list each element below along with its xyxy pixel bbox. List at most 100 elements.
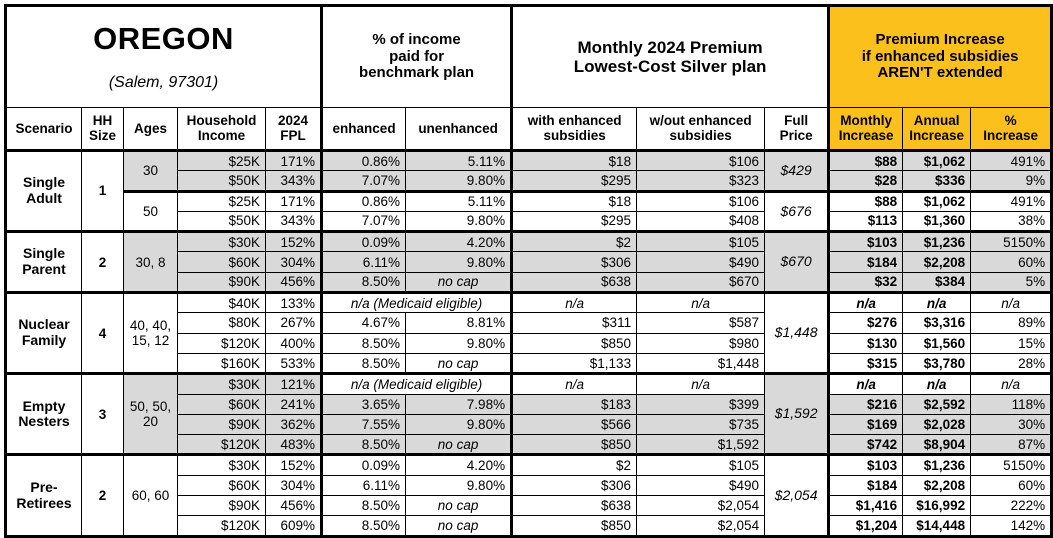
ages-cell: 30	[123, 148, 178, 192]
hh-size-cell: 3	[81, 372, 124, 456]
annual-increase-cell: $16,992	[902, 494, 972, 517]
table-row: $60K 304% 6.11% 9.80% $306 $490 $184 $2,208 60%	[6, 474, 1053, 497]
with-subsidies-cell: $850	[510, 434, 638, 456]
monthly-increase-cell: $130	[827, 332, 904, 354]
ages-cell: 50, 50, 20	[123, 372, 178, 456]
table-body: Single Adult 1 30 $25K 171% 0.86% 5.11% $18 $106…	[5, 148, 1053, 537]
section-header-row: OREGON (Salem, 97301) % of income paid f…	[4, 5, 1053, 108]
col-header-annual-increase: Annual Increase	[902, 106, 972, 152]
fpl-percent-cell: 343%	[264, 170, 323, 192]
pct-increase-cell: 9%	[970, 170, 1053, 192]
fpl-percent-cell: 171%	[264, 148, 323, 172]
table-row: $60K 241% 3.65% 7.98% $183 $399 $216 $2,592 118%	[6, 393, 1053, 415]
monthly-increase-cell: $1,204	[827, 515, 904, 537]
annual-increase-cell: $336	[902, 170, 972, 192]
unenhanced-pct-cell: 9.80%	[405, 474, 513, 497]
table-row: Pre- Retirees 2 60, 60 $30K 152% 0.09% 4.20% $2…	[5, 453, 1053, 537]
enhanced-pct-cell: 0.86%	[320, 148, 407, 172]
col-header-with-subsidies: with enhanced subsidies	[510, 106, 638, 152]
col-header-full-price: Full Price	[764, 106, 830, 152]
enhanced-pct-cell: 7.07%	[320, 210, 407, 233]
household-income-cell: $80K	[177, 312, 266, 334]
col-header-wout-subsidies: w/out enhanced subsidies	[636, 106, 766, 152]
unenhanced-pct-cell: 9.80%	[405, 251, 513, 273]
annual-increase-cell: $2,208	[902, 251, 972, 273]
annual-increase-cell: $1,062	[902, 189, 972, 212]
table-row: $90K 362% 7.55% 9.80% $566 $735 $169 $2,028 30%	[6, 413, 1053, 436]
monthly-increase-cell: $88	[827, 189, 904, 212]
table-row: $50K 343% 7.07% 9.80% $295 $323 $28 $336 9%	[6, 170, 1053, 192]
wout-subsidies-cell: $399	[636, 393, 766, 415]
with-subsidies-cell: $295	[510, 170, 638, 192]
enhanced-pct-cell: 4.67%	[320, 312, 407, 334]
enhanced-pct-cell: 8.50%	[320, 332, 407, 354]
fpl-percent-cell: 152%	[264, 230, 323, 253]
wout-subsidies-cell: n/a	[636, 372, 766, 395]
wout-subsidies-cell: $105	[636, 230, 766, 253]
table-row: $60K 304% 6.11% 9.80% $306 $490 $184 $2,208 60%	[6, 251, 1053, 273]
annual-increase-cell: $384	[902, 271, 972, 294]
medicaid-eligible-cell: n/a (Medicaid eligible)	[320, 291, 513, 314]
household-income-cell: $50K	[177, 170, 266, 192]
unenhanced-pct-cell: 5.11%	[405, 189, 513, 212]
fpl-percent-cell: 241%	[264, 393, 323, 415]
col-header-income: Household Income	[177, 106, 266, 152]
premium-comparison-table: OREGON (Salem, 97301) % of income paid f…	[4, 4, 1053, 538]
household-income-cell: $30K	[177, 230, 266, 253]
wout-subsidies-cell: $980	[636, 332, 766, 354]
unenhanced-pct-cell: no cap	[405, 271, 513, 294]
title-cell: OREGON (Salem, 97301)	[4, 5, 323, 108]
annual-increase-cell: $1,236	[902, 453, 972, 476]
with-subsidies-cell: $183	[510, 393, 638, 415]
table-row: $120K 483% 8.50% no cap $850 $1,592 $742 $8,904…	[6, 434, 1053, 456]
wout-subsidies-cell: $2,054	[636, 494, 766, 517]
table-row: Nuclear Family 4 40, 40, 15, 12 $40K 133% n/a…	[5, 291, 1053, 375]
fpl-percent-cell: 456%	[264, 271, 323, 294]
col-header-ages: Ages	[123, 106, 178, 152]
pct-increase-cell: n/a	[970, 372, 1053, 395]
unenhanced-pct-cell: no cap	[405, 515, 513, 537]
household-income-cell: $90K	[177, 494, 266, 517]
unenhanced-pct-cell: 4.20%	[405, 453, 513, 476]
enhanced-pct-cell: 6.11%	[320, 251, 407, 273]
fpl-percent-cell: 121%	[264, 372, 323, 395]
monthly-increase-cell: n/a	[827, 372, 904, 395]
fpl-percent-cell: 456%	[264, 494, 323, 517]
pct-increase-cell: 89%	[970, 312, 1053, 334]
enhanced-pct-cell: 7.07%	[320, 170, 407, 192]
col-header-fpl: 2024 FPL	[264, 106, 323, 152]
monthly-increase-cell: $315	[827, 352, 904, 375]
premium-section-header: Monthly 2024 Premium Lowest-Cost Silver …	[510, 5, 830, 108]
full-price-cell: $676	[764, 189, 830, 233]
annual-increase-cell: $1,560	[902, 332, 972, 354]
col-header-hh-size: HH Size	[81, 106, 124, 152]
with-subsidies-cell: $2	[510, 453, 638, 476]
with-subsidies-cell: $2	[510, 230, 638, 253]
fpl-percent-cell: 304%	[264, 474, 323, 497]
wout-subsidies-cell: $323	[636, 170, 766, 192]
pct-increase-cell: 60%	[970, 474, 1053, 497]
pct-increase-cell: 87%	[970, 434, 1053, 456]
full-price-cell: $2,054	[764, 453, 830, 537]
household-income-cell: $25K	[177, 148, 266, 172]
ages-cell: 30, 8	[123, 230, 178, 294]
wout-subsidies-cell: $1,448	[636, 352, 766, 375]
annual-increase-cell: $2,028	[902, 413, 972, 436]
monthly-increase-cell: $88	[827, 148, 904, 172]
enhanced-pct-cell: 0.09%	[320, 230, 407, 253]
monthly-increase-cell: $103	[827, 453, 904, 476]
wout-subsidies-cell: $490	[636, 474, 766, 497]
household-income-cell: $90K	[177, 271, 266, 294]
with-subsidies-cell: $850	[510, 515, 638, 537]
medicaid-eligible-cell: n/a (Medicaid eligible)	[320, 372, 513, 395]
household-income-cell: $120K	[177, 434, 266, 456]
with-subsidies-cell: $295	[510, 210, 638, 233]
unenhanced-pct-cell: no cap	[405, 434, 513, 456]
pct-increase-cell: 5%	[970, 271, 1053, 294]
scenario-cell: Single Adult	[5, 148, 82, 233]
ages-cell: 60, 60	[123, 453, 178, 537]
table-row: Single Adult 1 30 $25K 171% 0.86% 5.11% $18 $106…	[5, 148, 1053, 233]
with-subsidies-cell: $18	[510, 189, 638, 212]
with-subsidies-cell: $1,133	[510, 352, 638, 375]
with-subsidies-cell: $306	[510, 474, 638, 497]
